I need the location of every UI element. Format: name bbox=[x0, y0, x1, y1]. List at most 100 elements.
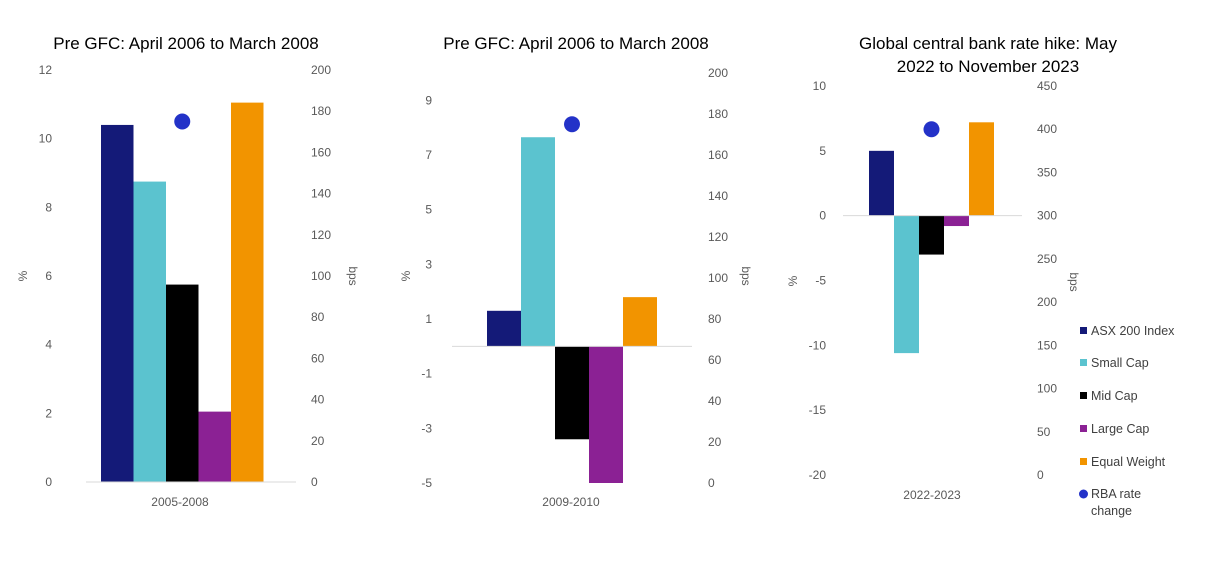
y-tick-label: 8 bbox=[45, 200, 52, 214]
legend-swatch bbox=[1079, 489, 1088, 499]
legend-item-rba-rate-change: RBA rate change bbox=[1079, 487, 1141, 518]
y-axis-label: % bbox=[786, 275, 800, 286]
y-tick-label: 4 bbox=[45, 338, 52, 352]
y-tick-label: 6 bbox=[45, 269, 52, 283]
chart-title: Pre GFC: April 2006 to March 2008 bbox=[53, 34, 319, 53]
bar-asx-200-index bbox=[869, 150, 894, 216]
y2-tick-label: 150 bbox=[1037, 338, 1057, 352]
y2-tick-label: 50 bbox=[1037, 425, 1051, 439]
y-tick-label: 12 bbox=[39, 63, 53, 77]
bar-equal-weight bbox=[231, 102, 264, 482]
y-tick-label: 2 bbox=[45, 406, 52, 420]
y2-tick-label: 100 bbox=[708, 271, 728, 285]
legend-label: RBA rate change bbox=[1091, 487, 1141, 518]
y2-tick-label: 200 bbox=[1037, 295, 1057, 309]
y2-tick-label: 100 bbox=[1037, 382, 1057, 396]
legend-item-small-cap: Small Cap bbox=[1080, 356, 1149, 370]
chart-pre-gfc-2009-2010: Pre GFC: April 2006 to March 2008 % bps … bbox=[399, 34, 753, 509]
y2-tick-label: 0 bbox=[708, 476, 715, 490]
y2-tick-label: 60 bbox=[311, 351, 325, 365]
bar-large-cap bbox=[944, 215, 969, 227]
bar-asx-200-index bbox=[487, 310, 521, 347]
bar-mid-cap bbox=[555, 346, 589, 440]
y2-tick-label: 0 bbox=[311, 475, 318, 489]
y2-tick-label: 450 bbox=[1037, 79, 1057, 93]
y-tick-label: -5 bbox=[815, 274, 826, 288]
y2-tick-label: 60 bbox=[708, 353, 722, 367]
y2-tick-label: 250 bbox=[1037, 252, 1057, 266]
chart-title-line-2: 2022 to November 2023 bbox=[897, 57, 1079, 76]
bar-asx-200-index bbox=[101, 124, 134, 482]
legend-swatch bbox=[1080, 359, 1087, 366]
y-tick-label: -1 bbox=[421, 367, 432, 381]
y-tick-label: -20 bbox=[809, 468, 827, 482]
y2-tick-label: 40 bbox=[708, 394, 722, 408]
y-tick-label: 10 bbox=[813, 79, 827, 93]
legend-label: Equal Weight bbox=[1091, 455, 1166, 469]
y2-tick-label: 20 bbox=[311, 434, 325, 448]
y-tick-label: -15 bbox=[809, 403, 827, 417]
bar-small-cap bbox=[133, 181, 166, 483]
bar-mid-cap bbox=[166, 284, 199, 482]
legend-label: ASX 200 Index bbox=[1091, 324, 1175, 338]
legend-label: Mid Cap bbox=[1091, 389, 1138, 403]
chart-title: Pre GFC: April 2006 to March 2008 bbox=[443, 34, 709, 53]
y2-tick-label: 180 bbox=[311, 104, 331, 118]
y-tick-label: 3 bbox=[425, 257, 432, 271]
bar-large-cap bbox=[198, 411, 231, 482]
y-tick-label: -3 bbox=[421, 421, 432, 435]
legend: ASX 200 Index Small Cap Mid Cap Large Cap Eq… bbox=[1079, 324, 1175, 518]
y-axis-label: % bbox=[16, 270, 30, 281]
y-tick-label: -10 bbox=[809, 338, 827, 352]
y-tick-label: 0 bbox=[45, 475, 52, 489]
legend-label: Small Cap bbox=[1091, 356, 1149, 370]
legend-item-equal-weight: Equal Weight bbox=[1080, 455, 1166, 469]
chart-title-line-1: Global central bank rate hike: May bbox=[859, 34, 1117, 53]
y2-tick-label: 80 bbox=[311, 310, 325, 324]
y-tick-label: -5 bbox=[421, 476, 432, 490]
legend-label: Large Cap bbox=[1091, 422, 1149, 436]
y2-tick-label: 350 bbox=[1037, 165, 1057, 179]
y2-tick-label: 200 bbox=[311, 63, 331, 77]
y2-tick-label: 140 bbox=[311, 187, 331, 201]
y-tick-label: 7 bbox=[425, 148, 432, 162]
chart-pre-gfc-2005-2008: Pre GFC: April 2006 to March 2008 % bps … bbox=[16, 34, 360, 509]
legend-swatch bbox=[1080, 327, 1087, 334]
bar-small-cap bbox=[894, 215, 919, 354]
rba-rate-change-point bbox=[174, 113, 191, 130]
y2-tick-label: 20 bbox=[708, 435, 722, 449]
y2-tick-label: 180 bbox=[708, 107, 728, 121]
y2-tick-label: 80 bbox=[708, 312, 722, 326]
y-axis-label: % bbox=[399, 270, 413, 281]
y2-tick-label: 100 bbox=[311, 269, 331, 283]
y2-tick-label: 200 bbox=[708, 66, 728, 80]
y2-tick-label: 0 bbox=[1037, 468, 1044, 482]
legend-item-asx-200-index: ASX 200 Index bbox=[1080, 324, 1175, 338]
bar-mid-cap bbox=[919, 215, 944, 255]
y2-tick-label: 400 bbox=[1037, 122, 1057, 136]
y2-tick-label: 160 bbox=[311, 145, 331, 159]
legend-swatch bbox=[1080, 392, 1087, 399]
rba-rate-change-point bbox=[923, 121, 940, 138]
bar-equal-weight bbox=[623, 297, 657, 347]
y2-tick-label: 120 bbox=[708, 230, 728, 244]
y2-axis-label: bps bbox=[1067, 272, 1081, 291]
y2-tick-label: 40 bbox=[311, 393, 325, 407]
x-category-label: 2009-2010 bbox=[542, 495, 600, 509]
legend-item-mid-cap: Mid Cap bbox=[1080, 389, 1138, 403]
y-tick-label: 9 bbox=[425, 93, 432, 107]
legend-swatch bbox=[1080, 425, 1087, 432]
bar-small-cap bbox=[521, 137, 555, 347]
x-category-label: 2022-2023 bbox=[903, 488, 961, 502]
bar-large-cap bbox=[589, 346, 623, 483]
chart-global-rate-hike-2022-2023: Global central bank rate hike: May 2022 … bbox=[786, 34, 1117, 502]
x-category-label: 2005-2008 bbox=[151, 495, 209, 509]
y-tick-label: 10 bbox=[39, 132, 53, 146]
legend-item-large-cap: Large Cap bbox=[1080, 422, 1149, 436]
legend-swatch bbox=[1080, 458, 1087, 465]
y2-axis-label: bps bbox=[739, 266, 753, 285]
y2-tick-label: 300 bbox=[1037, 209, 1057, 223]
y-tick-label: 0 bbox=[819, 209, 826, 223]
rba-rate-change-point bbox=[564, 116, 580, 133]
